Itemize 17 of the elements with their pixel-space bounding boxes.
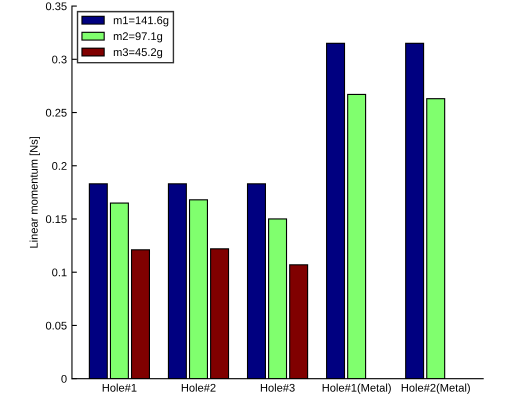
y-tick-label: 0.25 xyxy=(46,108,67,117)
y-tick-label: 0.15 xyxy=(46,215,67,224)
x-tick-label: Hole#2(Metal) xyxy=(402,384,470,394)
x-tick-label: Hole#1 xyxy=(102,384,136,392)
y-tick-label: 0.35 xyxy=(46,2,67,10)
y-tick-label: 0 xyxy=(61,374,67,383)
y-tick-label: 0.1 xyxy=(52,268,67,276)
legend-label: m1=141.6g xyxy=(114,16,168,26)
x-tick-label: Hole#1(Metal) xyxy=(322,384,391,394)
x-tick-label: Hole#2 xyxy=(182,384,216,392)
y-axis-title: Linear momentum [Ns] xyxy=(30,136,40,248)
y-tick-label: 0.2 xyxy=(52,162,67,170)
legend-label: m3=45.2g xyxy=(114,48,162,58)
x-tick-label: Hole#3 xyxy=(260,384,295,392)
y-tick-label: 0.3 xyxy=(52,56,67,64)
y-tick-label: 0.05 xyxy=(46,322,67,330)
legend-label: m2=97.1g xyxy=(114,32,162,42)
